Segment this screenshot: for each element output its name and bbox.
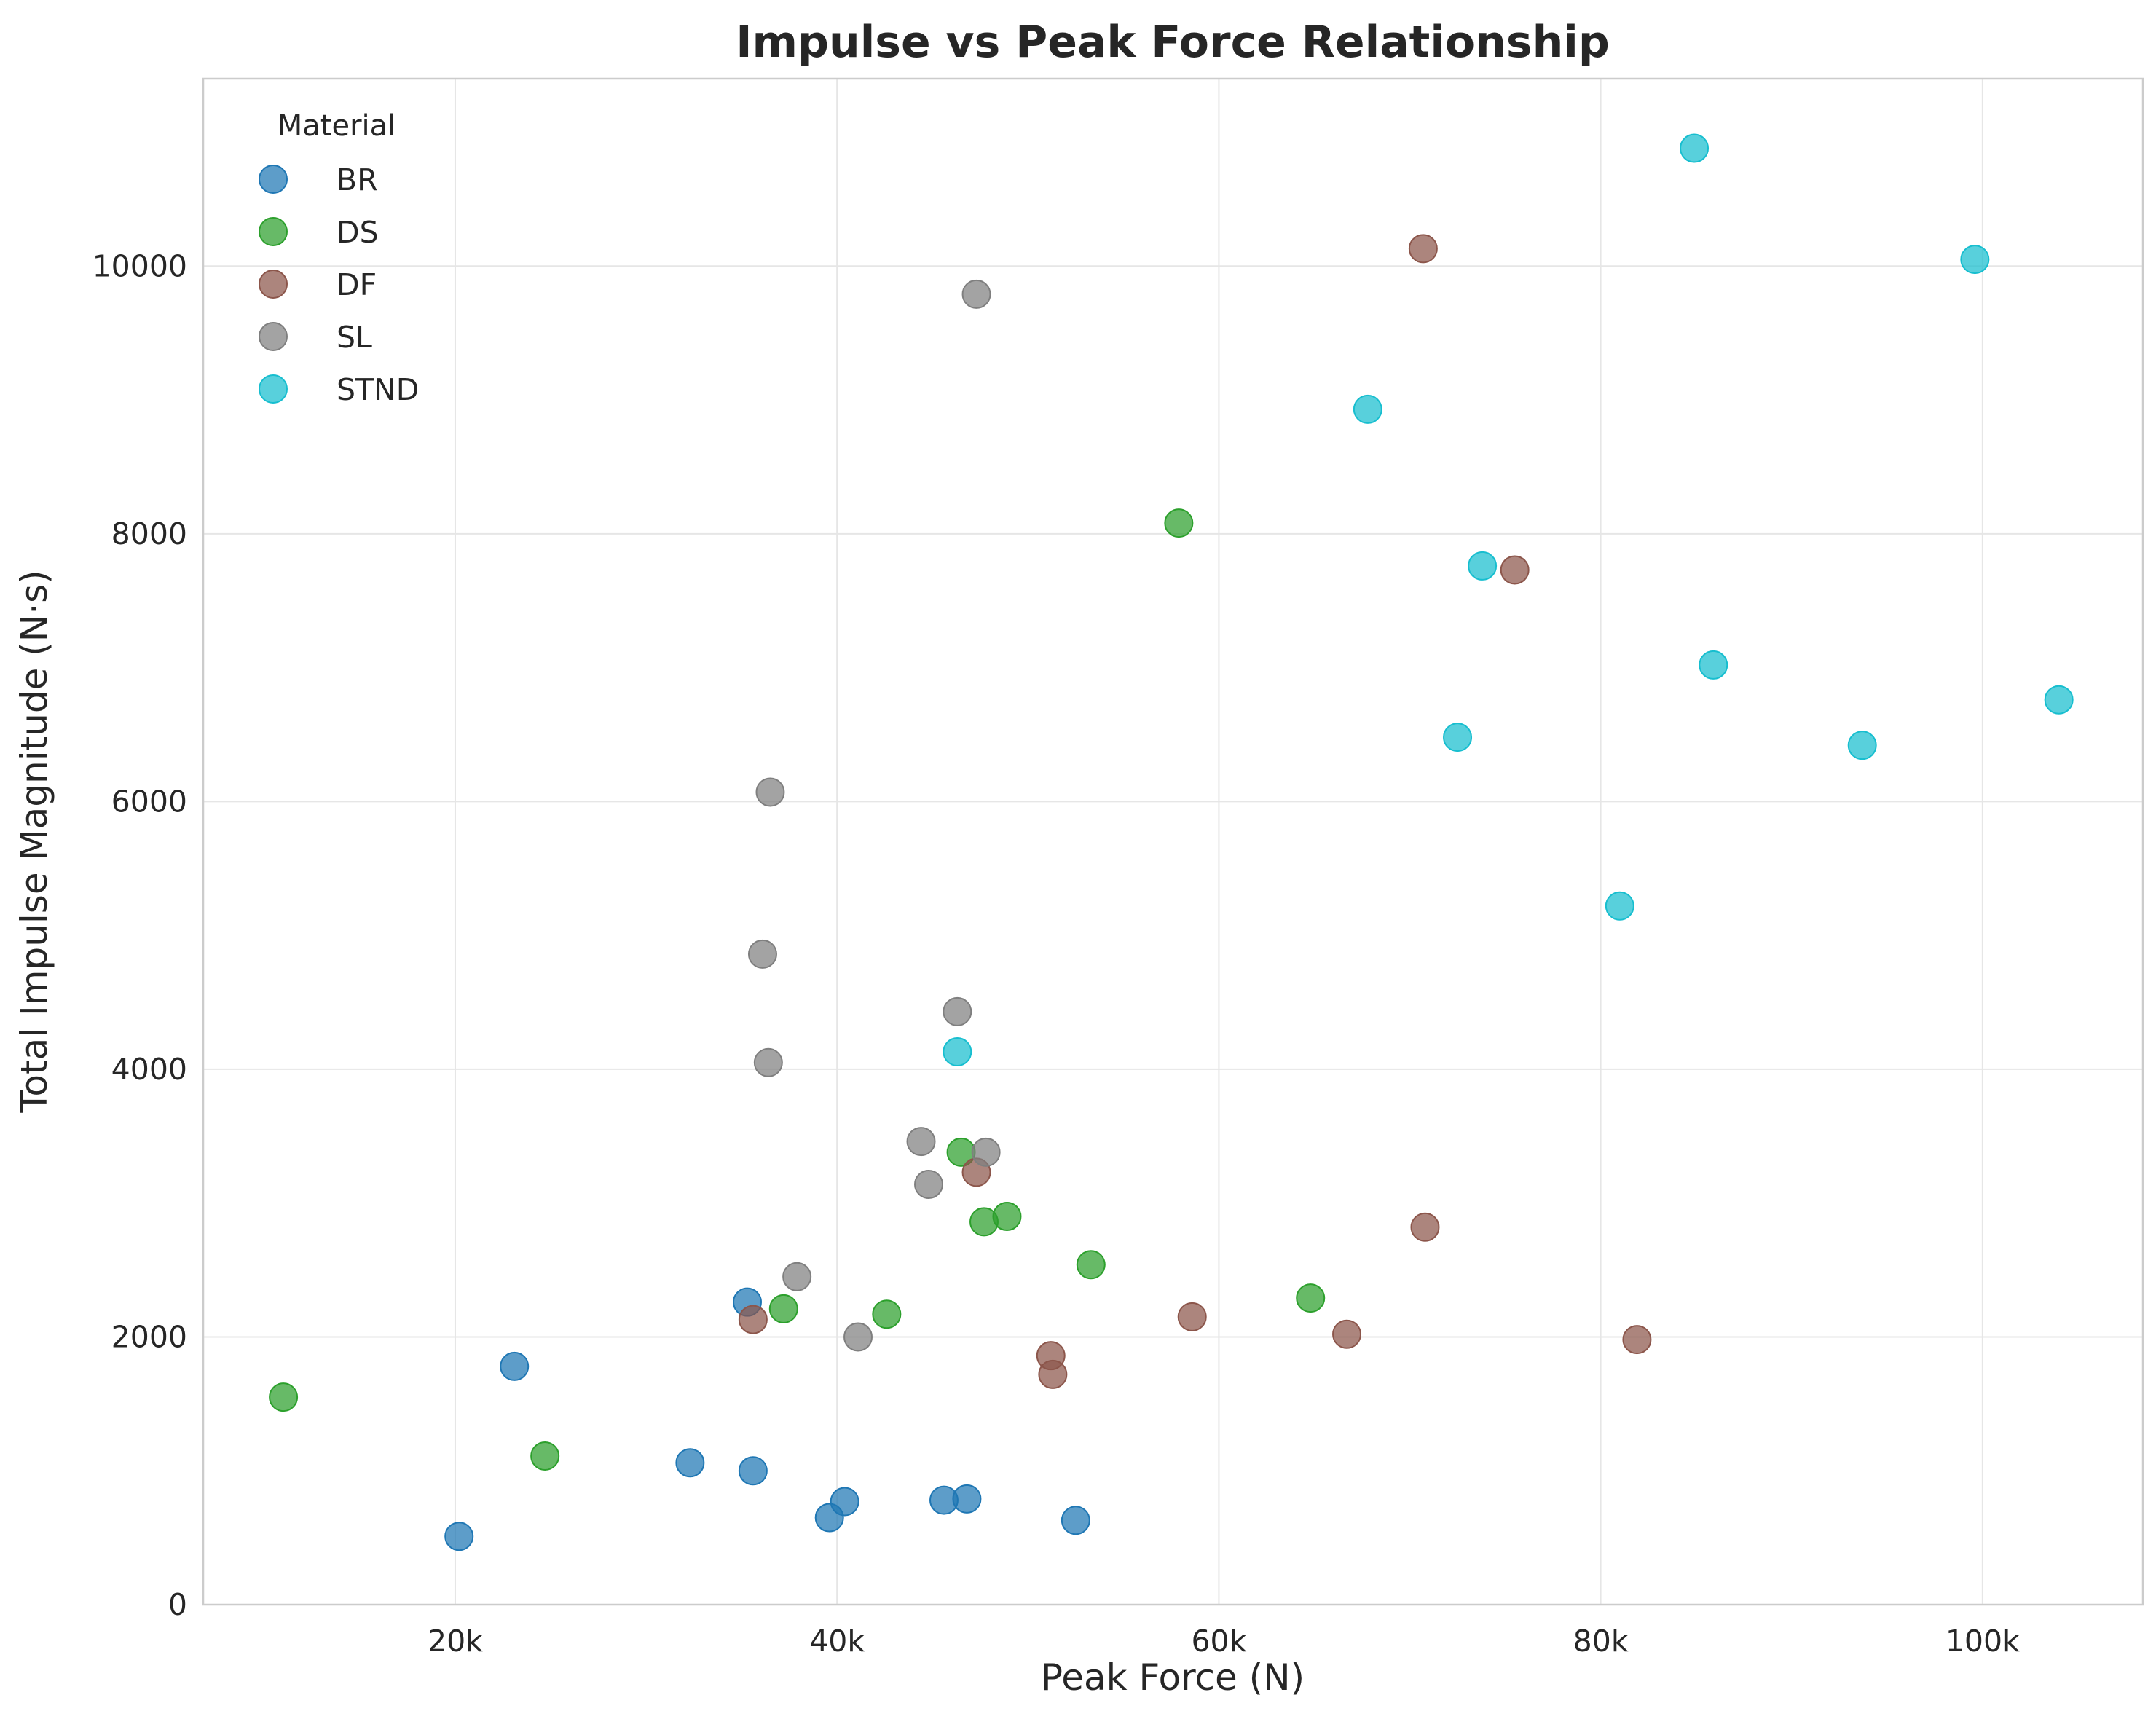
y-tick-label: 2000 [111, 1319, 187, 1354]
data-point-ds [1164, 508, 1194, 538]
data-point-sl [914, 1169, 944, 1199]
data-point-br [830, 1487, 859, 1517]
data-point-br [952, 1484, 982, 1514]
data-point-ds [872, 1299, 902, 1329]
x-axis-label: Peak Force (N) [1041, 1656, 1305, 1699]
data-point-br [738, 1456, 768, 1486]
data-point-stnd [2044, 685, 2074, 715]
grid-layer [203, 79, 2143, 1605]
data-point-ds [269, 1382, 299, 1412]
y-tick-label: 4000 [111, 1052, 187, 1087]
data-point-ds [1296, 1283, 1326, 1313]
legend-title: Material [278, 109, 396, 143]
y-tick-label: 10000 [93, 248, 187, 283]
x-tick-label: 40k [809, 1624, 865, 1659]
data-point-sl [961, 279, 991, 309]
legend-label-ds: DS [337, 215, 379, 250]
legend-label-df: DF [337, 267, 377, 302]
data-point-br [1061, 1506, 1090, 1535]
data-point-df [1038, 1359, 1068, 1389]
points-layer [269, 133, 2074, 1551]
data-point-ds [530, 1441, 560, 1471]
legend-marker-br [259, 165, 288, 194]
data-point-br [500, 1351, 530, 1381]
ticks-layer: 20k 40k 60k 80k 100k 0 2000 4000 6000 8000 10000 [93, 248, 2021, 1659]
legend-label-br: BR [337, 162, 378, 197]
data-point-sl [747, 939, 777, 969]
data-point-stnd [1605, 891, 1634, 921]
legend: Material BR DS DF SL STND [259, 109, 419, 407]
y-tick-label: 6000 [111, 784, 187, 819]
data-point-stnd [1468, 551, 1498, 581]
data-point-sl [755, 777, 785, 807]
data-point-stnd [1699, 650, 1728, 680]
legend-label-stnd: STND [337, 372, 419, 407]
legend-marker-stnd [259, 374, 288, 404]
data-point-br [444, 1522, 474, 1551]
legend-label-sl: SL [337, 320, 372, 355]
data-point-stnd [1443, 723, 1473, 752]
chart-title: Impulse vs Peak Force Relationship [736, 17, 1610, 68]
y-axis-label: Total Impulse Magnitude (N·s) [13, 570, 55, 1113]
legend-marker-df [259, 270, 288, 299]
data-point-ds [992, 1202, 1022, 1232]
data-point-sl [943, 996, 972, 1026]
data-point-df [1177, 1302, 1207, 1331]
data-point-stnd [943, 1037, 972, 1067]
data-point-df [1410, 1212, 1440, 1242]
data-point-br [675, 1448, 705, 1478]
data-point-stnd [1353, 394, 1382, 424]
x-tick-label: 100k [1945, 1624, 2020, 1659]
data-point-df [1332, 1319, 1362, 1349]
legend-marker-ds [259, 217, 288, 246]
x-tick-label: 80k [1573, 1624, 1629, 1659]
x-tick-label: 60k [1191, 1624, 1246, 1659]
data-point-df [1622, 1325, 1652, 1355]
legend-marker-sl [259, 322, 288, 351]
data-point-sl [906, 1127, 936, 1157]
plot-frame [202, 77, 2144, 1606]
data-point-sl [753, 1047, 783, 1077]
data-point-df [1500, 555, 1530, 585]
data-point-ds [1076, 1250, 1106, 1280]
data-point-df [738, 1305, 768, 1334]
data-point-stnd [1847, 731, 1877, 760]
data-point-sl [782, 1262, 812, 1291]
data-point-sl [971, 1137, 1001, 1167]
data-point-stnd [1960, 245, 1990, 275]
x-tick-label: 20k [428, 1624, 483, 1659]
y-tick-label: 8000 [111, 516, 187, 551]
data-point-stnd [1680, 133, 1710, 163]
data-point-df [1408, 234, 1438, 264]
data-point-ds [768, 1294, 798, 1323]
data-point-sl [843, 1322, 873, 1352]
y-tick-label: 0 [168, 1587, 187, 1622]
